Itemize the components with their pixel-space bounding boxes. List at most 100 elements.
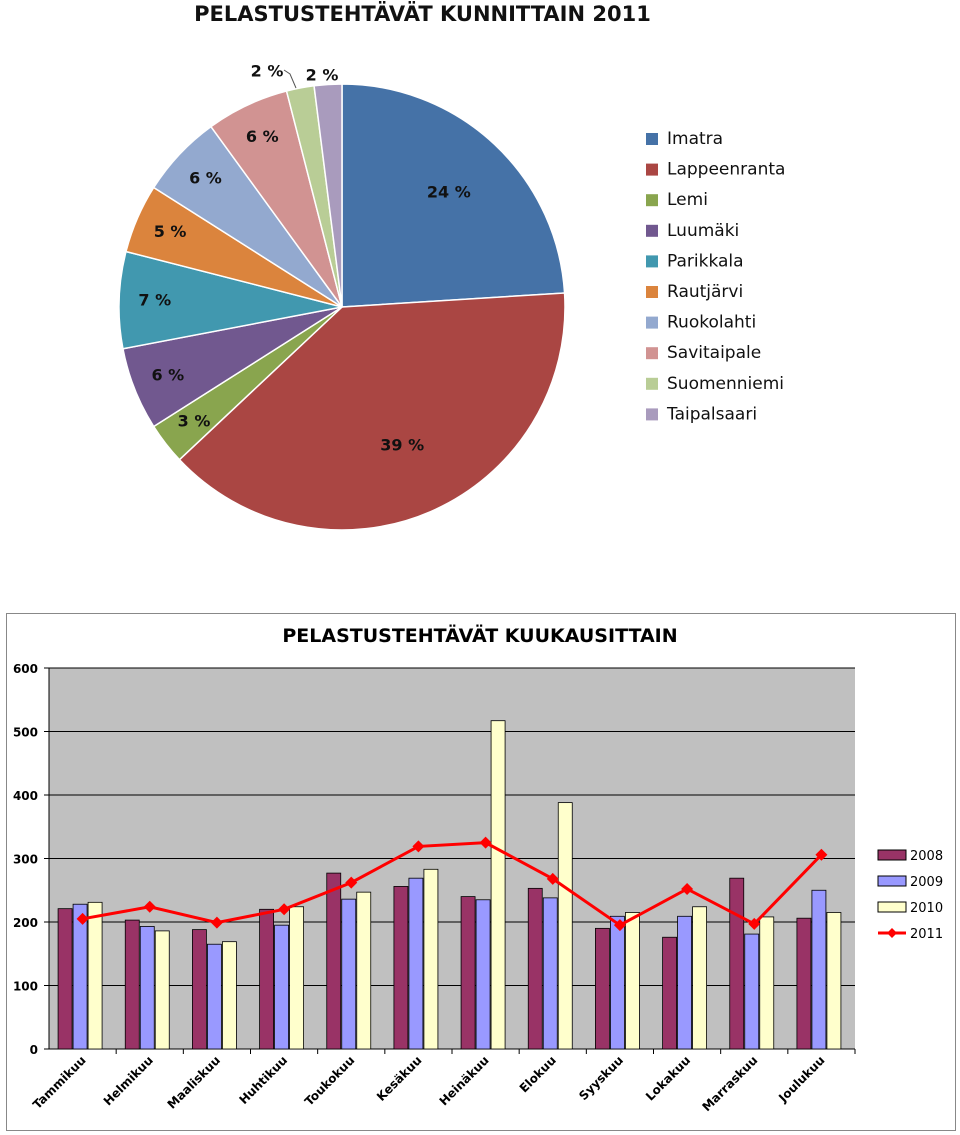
x-tick-label: Syyskuu [576, 1053, 626, 1103]
pie-label-suomenniemi: 2 % [251, 62, 284, 81]
legend-marker-2011 [887, 928, 897, 938]
bar-2010 [289, 906, 304, 1050]
legend-label-ruokolahti: Ruokolahti [667, 313, 756, 333]
bar-2008 [393, 886, 409, 1050]
x-tick-label: Lokakuu [643, 1053, 693, 1103]
legend-label-lappeenranta: Lappeenranta [667, 160, 785, 180]
pie-slice-imatra [341, 83, 566, 308]
bar-2008 [729, 877, 745, 1050]
legend-swatch-taipalsaari [646, 408, 658, 421]
legend-label-2009: 2009 [910, 875, 943, 890]
pie-chart: 24 % 39 % 3 % 6 % 7 % 5 % 6 % 6 % 2 % 2 % Imatra La… [118, 62, 785, 531]
point-2011 [748, 917, 761, 930]
bar-2008 [662, 936, 677, 1050]
bar-2010 [87, 901, 103, 1050]
point-2011 [546, 872, 559, 885]
legend-label-rautjärvi: Rautjärvi [667, 282, 743, 302]
point-2011 [681, 882, 694, 895]
bar-2010 [692, 906, 707, 1050]
y-tick-label: 100 [13, 980, 38, 994]
point-2011 [143, 900, 156, 913]
pie-slice-lappeenranta [178, 292, 566, 531]
x-tick-label: Tammikuu [30, 1053, 89, 1112]
pie-label-lemi: 3 % [178, 411, 211, 430]
point-2011 [210, 916, 223, 929]
legend-label-2008: 2008 [910, 849, 943, 864]
y-tick-label: 0 [30, 1043, 38, 1057]
y-tick-label: 300 [13, 853, 38, 867]
bar-2008 [124, 919, 140, 1050]
bar-2008 [796, 917, 812, 1050]
pie-chart-title: PELASTUSTEHTÄVÄT KUNNITTAIN 2011 [194, 2, 651, 26]
legend-label-parikkala: Parikkala [667, 251, 744, 271]
legend-swatch-ruokolahti [646, 316, 658, 329]
bar-2010 [759, 916, 775, 1050]
legend-swatch-luumäki [646, 224, 658, 237]
bar-2009 [274, 924, 289, 1050]
pie-label-savitaipale: 6 % [246, 127, 279, 146]
y-tick-label: 200 [13, 916, 38, 930]
legend-swatch-2008 [877, 849, 907, 861]
bar-2008 [57, 908, 73, 1050]
bar-2009 [72, 903, 88, 1050]
pie-label-luumäki: 6 % [151, 365, 184, 384]
point-2011 [479, 836, 492, 849]
bar-2009 [744, 933, 760, 1050]
legend-swatch-parikkala [646, 255, 658, 268]
point-2011 [815, 848, 828, 861]
bar-2008 [259, 908, 274, 1050]
legend-swatch-lappeenranta [646, 163, 658, 176]
legend-label-2010: 2010 [910, 901, 943, 916]
pie-leader-line [283, 69, 297, 89]
pie-label-taipalsaari: 2 % [306, 66, 339, 85]
x-tick-label: Maaliskuu [165, 1053, 223, 1111]
bar-2008 [595, 927, 610, 1050]
bar-2008 [326, 872, 342, 1050]
legend-label-suomenniemi: Suomenniemi [667, 374, 784, 394]
pie-slice-taipalsaari [313, 83, 343, 308]
bar-2009 [341, 898, 357, 1050]
legend-label-savitaipale: Savitaipale [667, 343, 761, 363]
bar-chart-title: PELASTUSTEHTÄVÄT KUUKAUSITTAIN [282, 625, 678, 647]
bar-2009 [475, 899, 491, 1050]
bar-2008 [460, 896, 476, 1050]
bar-2008 [527, 887, 543, 1050]
pie-label-rautjärvi: 5 % [154, 222, 187, 241]
legend-swatch-imatra [646, 133, 658, 145]
legend-swatch-2009 [877, 875, 907, 887]
legend-swatch-lemi [646, 194, 658, 207]
legend-label-2011: 2011 [910, 927, 943, 942]
legend-label-lemi: Lemi [667, 190, 708, 210]
bar-2009 [207, 943, 222, 1050]
bar-2009 [811, 889, 827, 1050]
pie-label-lappeenranta: 39 % [380, 436, 424, 455]
point-2011 [345, 876, 358, 889]
x-tick-label: Joulukuu [775, 1053, 827, 1105]
x-tick-label: Heinäkuu [437, 1053, 492, 1108]
bar-2009 [542, 897, 558, 1050]
x-tick-label: Helmikuu [101, 1053, 156, 1108]
bar-2008 [192, 929, 207, 1050]
point-2011 [412, 840, 425, 853]
y-tick-label: 500 [13, 726, 38, 740]
bar-2010 [423, 868, 439, 1050]
bar-2009 [139, 926, 155, 1050]
legend-swatch-savitaipale [646, 347, 658, 360]
x-tick-label: Elokuu [517, 1053, 559, 1095]
legend-swatch-rautjärvi [646, 286, 658, 298]
y-tick-label: 400 [13, 789, 38, 803]
bar-2009 [677, 915, 692, 1050]
x-tick-label: Kesäkuu [374, 1053, 425, 1104]
pie-label-parikkala: 7 % [138, 291, 171, 310]
legend-label-taipalsaari: Taipalsaari [666, 404, 757, 424]
x-tick-label: Marraskuu [699, 1053, 760, 1114]
point-2011 [613, 919, 626, 932]
bar-2010 [557, 802, 573, 1050]
pie-label-imatra: 24 % [427, 183, 471, 202]
legend-swatch-suomenniemi [646, 377, 658, 390]
bar-2010 [490, 720, 506, 1050]
bar-2009 [610, 915, 625, 1050]
bar-2010 [356, 891, 372, 1050]
point-2011 [76, 912, 89, 925]
